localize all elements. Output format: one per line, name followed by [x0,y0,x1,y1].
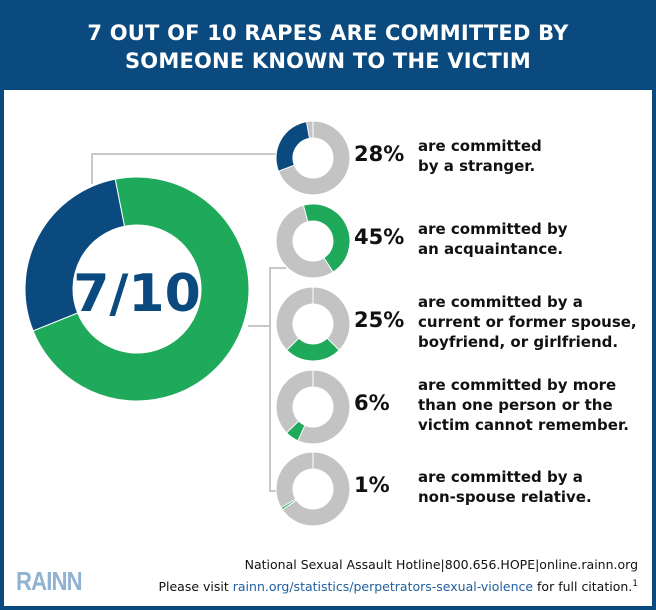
percent-label: 1% [354,473,390,497]
small-donut-slice [302,203,351,273]
description: are committed by more than one person or … [418,375,629,435]
description-line: an acquaintance. [418,240,564,258]
citation-suffix: for full citation. [533,579,633,595]
small-donut-track [275,451,351,527]
description-line: non-spouse relative. [418,488,592,506]
connector-line-stranger [91,153,279,184]
description-line: than one person or the [418,396,613,414]
percent-label: 45% [354,225,405,249]
small-donut-slice [286,337,340,362]
percent-label: 25% [354,308,405,332]
description-line: are committed [418,137,542,155]
citation-text: Please visit rainn.org/statistics/perpet… [158,579,638,594]
small-donut-slice [285,420,306,442]
description-line: boyfriend, or girlfriend. [418,333,619,351]
title-line-1: 7 OUT OF 10 RAPES ARE COMMITTED BY [87,21,569,45]
description: are committed by a non-spouse relative. [418,467,592,507]
small-donut-slice [275,121,311,172]
title-line-2: SOMEONE KNOWN TO THE VICTIM [124,49,531,73]
percent-label: 28% [354,142,405,166]
description: are committed by a stranger. [418,136,542,176]
small-donut-slice [280,498,298,511]
connector-bracket [269,267,286,492]
description-line: are committed by a [418,468,583,486]
footnote-marker: 1 [632,579,638,589]
donut-charts: 7/10 [24,120,351,527]
citation-prefix: Please visit [158,579,233,595]
description: are committed by an acquaintance. [418,219,568,259]
citation-link[interactable]: rainn.org/statistics/perpetrators-sexual… [232,579,534,595]
big-donut-slice-known [32,176,250,402]
hotline-text: National Sexual Assault Hotline|800.656.… [244,557,638,572]
description-line: by a stranger. [418,157,536,175]
description-line: are committed by more [418,376,617,394]
description-line: are committed by a [418,293,583,311]
big-donut-slice-stranger [24,178,126,332]
description-line: current or former spouse, [418,313,637,331]
header: 7 OUT OF 10 RAPES ARE COMMITTED BY SOMEO… [4,4,652,90]
center-label: 7/10 [73,264,201,324]
percent-label: 6% [354,391,390,415]
description-line: are committed by [418,220,568,238]
description: are committed by a current or former spou… [418,292,637,352]
rainn-logo: RAINN [16,566,83,596]
description-line: victim cannot remember. [418,416,629,434]
